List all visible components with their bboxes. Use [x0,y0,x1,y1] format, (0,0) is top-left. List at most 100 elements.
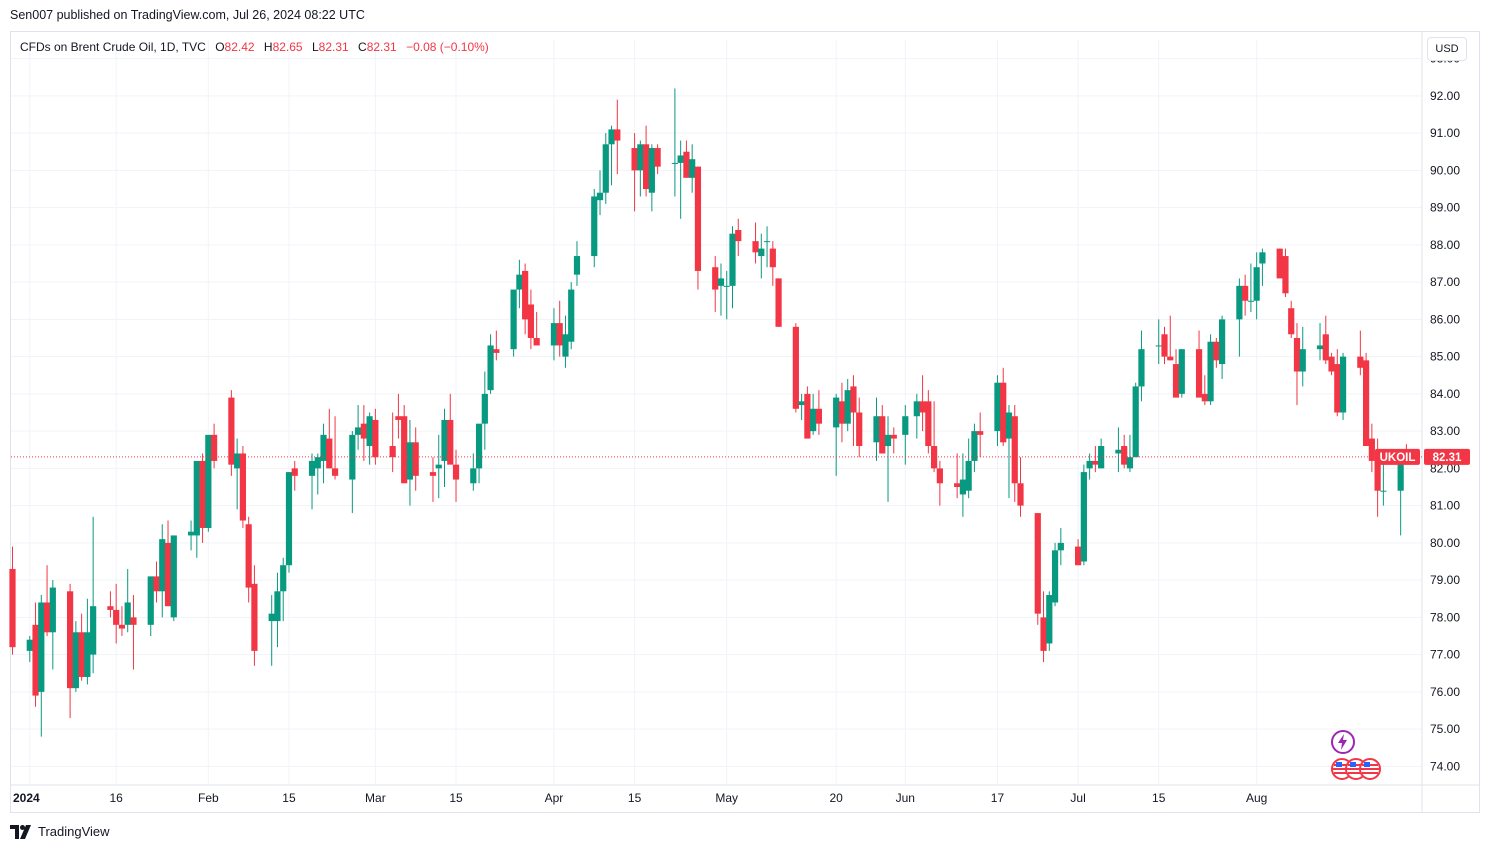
candle-body [199,460,206,528]
candle-body [1132,386,1139,458]
x-tick-label: 2024 [13,791,40,805]
tradingview-footer[interactable]: TradingView [10,824,110,839]
candle-body [1005,412,1013,439]
currency-button[interactable]: USD [1427,37,1467,61]
candle-body [447,419,454,465]
candle-body [1236,285,1243,320]
candle-body [689,159,696,178]
candle-body [493,349,500,353]
candle-body [1363,360,1370,447]
candle-body [931,446,938,469]
candle-body [1242,285,1249,301]
close-value: 82.31 [366,40,397,54]
candle-body [1259,252,1266,264]
candle-body [1397,453,1404,491]
candle-body [1075,546,1082,566]
candle-body [884,434,892,447]
candle-body [43,602,51,633]
candle-body [758,248,765,257]
candle-body [1374,460,1381,491]
candle-body [959,479,966,495]
candle-body [1172,364,1180,398]
candle-body [285,472,293,566]
candle-body [562,334,569,357]
candle-body [429,472,437,476]
candle-body [475,423,483,469]
candle-body [193,460,200,536]
candle-body [637,144,644,171]
candle-body [1155,345,1162,347]
candle-body [124,602,131,625]
y-tick-label: 80.00 [1430,536,1460,550]
us-flag-icon[interactable] [1330,756,1384,782]
candle-body [1288,308,1295,335]
candle-body [763,241,771,243]
close-label: C [358,40,367,54]
y-tick-label: 87.00 [1430,275,1460,289]
candle-body [113,609,120,625]
candle-body [631,148,638,171]
candle-body [717,278,725,286]
candle-body [977,431,984,435]
candle-body [648,148,655,193]
candle-body [510,289,517,350]
candle-body [1253,267,1260,301]
candle-body [326,438,333,469]
candle-body [723,285,730,287]
candle-body [274,591,281,622]
candle-body [1011,416,1018,484]
candle-body [84,632,91,677]
candle-body [1138,349,1145,387]
price-label: 82.31 [1433,452,1462,464]
candle-body [308,460,316,476]
candle-body [1334,364,1341,413]
candle-body [954,483,961,487]
x-tick-label: Jun [896,791,915,805]
candle-body [251,583,258,651]
candle-body [994,382,1001,432]
candle-body [844,390,851,424]
candle-body [729,233,736,286]
y-tick-label: 89.00 [1430,201,1460,215]
x-tick-label: 16 [110,791,124,805]
candle-body [170,535,177,618]
candle-body [401,416,408,484]
candle-body [1219,319,1226,365]
candle-body [735,229,742,242]
candle-body [38,602,45,692]
candle-body [164,542,172,607]
lightning-icon[interactable] [1330,729,1356,755]
candle-body [919,401,926,413]
candle-body [712,267,719,290]
candle-body [1040,617,1047,651]
y-tick-label: 75.00 [1430,722,1460,736]
candle-body [280,565,287,592]
candle-body [516,274,523,290]
candle-body [245,524,252,588]
candle-body [596,192,604,201]
candle-body [752,241,759,253]
candle-body [366,416,373,447]
candle-body [441,419,448,461]
y-tick-label: 91.00 [1430,126,1460,140]
candle-body [331,468,339,476]
x-tick-label: 20 [830,791,844,805]
candle-body [556,323,563,346]
y-tick-label: 74.00 [1430,759,1460,773]
x-tick-label: 17 [991,791,1005,805]
candle-body [239,453,246,521]
candle-body [90,606,97,655]
candle-body [643,144,650,189]
candle-body [435,464,442,469]
candle-body [228,397,235,465]
candle-body [879,416,886,454]
y-tick-label: 78.00 [1430,610,1460,624]
y-tick-label: 92.00 [1430,89,1460,103]
candle-body [850,386,857,413]
candle-body [1247,300,1254,302]
y-tick-label: 82.00 [1430,461,1460,475]
candle-body [971,431,978,461]
x-tick-label: 15 [449,791,463,805]
candle-body [32,624,39,696]
